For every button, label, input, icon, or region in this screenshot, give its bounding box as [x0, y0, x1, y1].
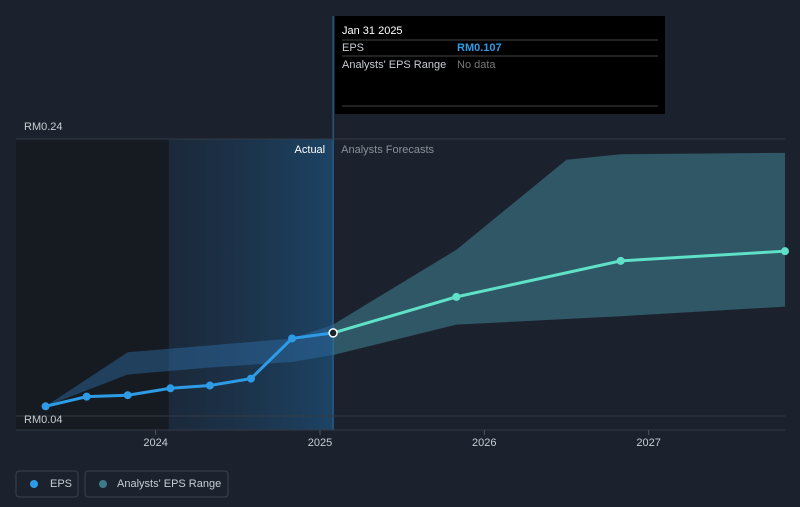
background-layer: Actual Analysts Forecasts RM0.04 RM0.24 2024…	[16, 16, 785, 449]
y-tick-label: RM0.24	[24, 121, 63, 133]
point	[246, 374, 255, 383]
point	[205, 381, 214, 390]
tooltip-value: RM0.107	[457, 42, 502, 54]
tooltip-box	[335, 16, 665, 114]
x-tick-label: 2026	[472, 437, 496, 449]
highlight-point	[328, 328, 338, 338]
line	[45, 331, 334, 408]
point	[616, 256, 625, 265]
line	[332, 249, 786, 335]
point	[288, 334, 297, 343]
y-tick-label: RM0.04	[24, 414, 63, 426]
legend-label: EPS	[50, 478, 72, 490]
legend-item[interactable]	[15, 470, 79, 498]
point	[123, 391, 132, 400]
point	[166, 384, 175, 393]
tooltip-label: Analysts' EPS Range	[342, 59, 446, 71]
range-area	[45, 324, 334, 407]
plot	[41, 152, 789, 411]
x-tick-label: 2024	[143, 437, 167, 449]
tooltip-value: No data	[457, 59, 496, 71]
past-region	[16, 139, 169, 430]
legend-swatch	[99, 480, 107, 488]
actual-label: Actual	[295, 144, 326, 156]
x-tick-label: 2027	[636, 437, 660, 449]
point	[41, 402, 50, 411]
tooltip: Jan 31 2025 EPS RM0.107 Analysts' EPS Ra…	[335, 16, 665, 114]
legend-label: Analysts' EPS Range	[117, 478, 221, 490]
legend-swatch	[30, 480, 38, 488]
range-area	[333, 152, 785, 356]
point	[82, 392, 91, 401]
x-tick-label: 2025	[308, 437, 332, 449]
legend: EPS Analysts' EPS Range	[15, 470, 229, 498]
forecast-label: Analysts Forecasts	[341, 144, 434, 156]
tooltip-label: EPS	[342, 42, 364, 54]
point	[781, 247, 789, 256]
point	[452, 292, 461, 301]
legend-item[interactable]	[84, 470, 229, 498]
tooltip-date: Jan 31 2025	[342, 25, 403, 37]
